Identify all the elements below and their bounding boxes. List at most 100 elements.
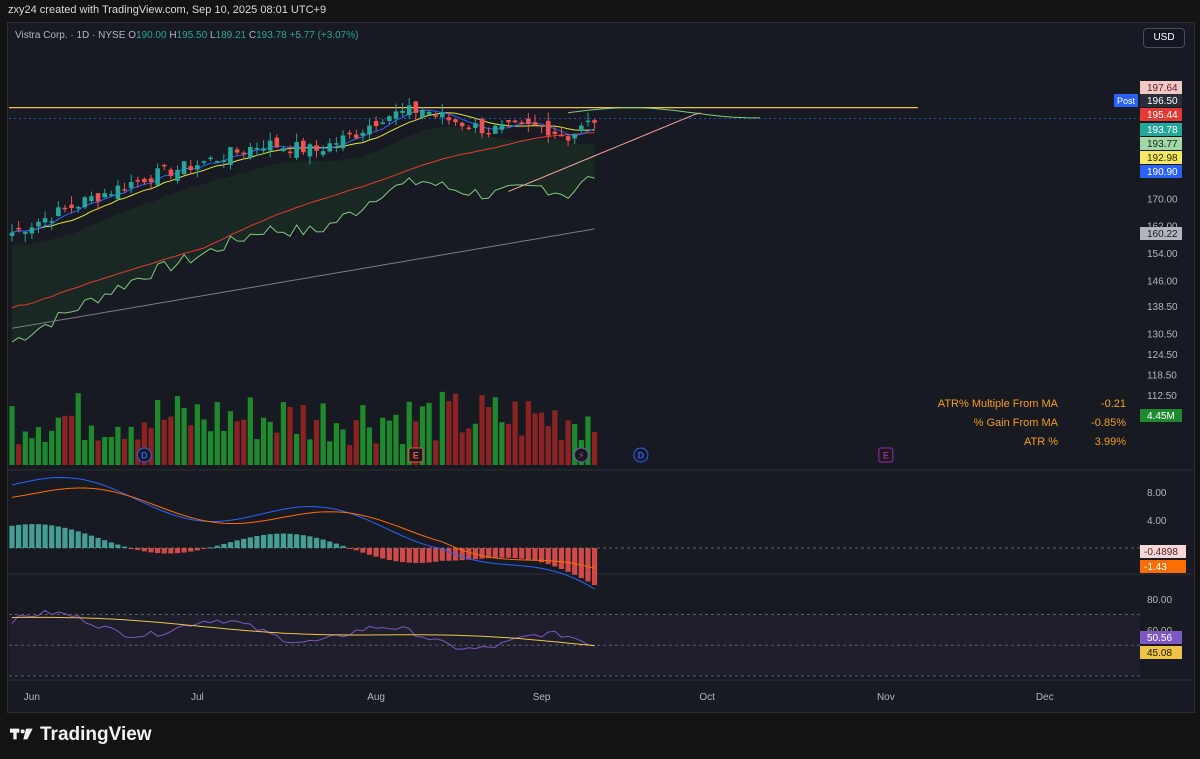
close-label: C <box>248 30 257 41</box>
split-marker <box>573 447 589 463</box>
candle-body <box>519 122 525 124</box>
candle-body <box>459 122 465 127</box>
volume-bar <box>532 413 538 465</box>
atr-label: ATR% Multiple From MA <box>937 398 1058 410</box>
volume-bar <box>102 437 108 465</box>
candle-body <box>565 136 571 141</box>
volume-bar <box>313 420 320 465</box>
change-value: +5.77 (+3.07%) <box>289 30 359 41</box>
x-axis-tick: Nov <box>877 692 895 703</box>
candle-body <box>175 169 180 181</box>
price-axis-tick: 112.50 <box>1147 391 1177 402</box>
chart-area[interactable] <box>7 22 1195 713</box>
macd-histogram-bar <box>512 548 518 559</box>
macd-histogram-bar <box>539 548 545 563</box>
volume-bar <box>201 419 207 465</box>
candle-body <box>82 197 88 208</box>
volume-bar <box>426 402 432 465</box>
candle-body <box>195 165 200 170</box>
candle-body <box>334 143 339 145</box>
volume-bar <box>558 439 565 465</box>
macd-histogram-bar <box>55 526 61 548</box>
event-marker-label: ⚡ <box>578 451 584 461</box>
candle-body <box>69 204 74 209</box>
low-value: 189.21 <box>215 30 247 41</box>
sma-gray-line <box>11 228 595 329</box>
macd-histogram-bar <box>492 548 498 558</box>
symbol-name: Vistra Corp. · 1D · NYSE <box>15 30 126 41</box>
macd-histogram-bar <box>505 548 512 558</box>
volume-bar <box>399 444 406 465</box>
macd-histogram-bar <box>62 527 68 548</box>
rsi-ma-line <box>11 616 595 647</box>
rsi-axis-tick: 80.00 <box>1147 595 1172 606</box>
rsi-label-bg <box>1140 631 1182 644</box>
candle-body <box>188 166 194 171</box>
macd-histogram-bar <box>578 548 584 579</box>
candle-body <box>214 160 220 163</box>
currency-button[interactable]: USD <box>1143 28 1185 48</box>
macd-histogram-bar <box>486 548 492 559</box>
earnings-marker <box>408 447 424 463</box>
candle-body <box>228 147 233 165</box>
macd-histogram-bar <box>148 548 154 553</box>
macd-histogram-bar <box>532 548 538 561</box>
candle-body <box>466 127 472 130</box>
macd-line <box>11 476 595 590</box>
volume-bar <box>525 401 531 465</box>
candle-body <box>400 110 405 113</box>
candle-body <box>545 120 551 136</box>
atr-label: % Gain From MA <box>973 417 1058 429</box>
macd-histogram-bar <box>29 524 35 548</box>
candle-body <box>393 111 399 119</box>
candle-body <box>340 135 346 149</box>
candle-body <box>29 227 35 234</box>
candle-body <box>486 132 491 135</box>
volume-bar <box>208 431 214 465</box>
candle-body <box>16 227 21 230</box>
volume-bar <box>227 411 234 465</box>
candle-body <box>320 151 326 155</box>
high-value: 195.50 <box>176 30 208 41</box>
macd-histogram-bar <box>307 536 313 548</box>
candle-body <box>327 143 333 152</box>
macd-label-bg <box>1140 545 1186 558</box>
candle-body <box>234 149 240 153</box>
volume-bar <box>29 438 35 465</box>
macd-histogram-bar <box>591 548 598 585</box>
atr-row: % Gain From MA -0.85% <box>940 417 1130 436</box>
macd-histogram-bar <box>82 533 88 548</box>
candle-body <box>248 147 253 158</box>
candle-body <box>36 221 41 227</box>
volume-bar <box>194 404 200 465</box>
price-label: 190.90 <box>1147 167 1178 178</box>
volume-bar <box>519 435 525 465</box>
candle-body <box>109 194 114 196</box>
volume-bar <box>260 417 267 465</box>
volume-bar <box>545 426 551 465</box>
candle-body <box>307 144 313 157</box>
macd-histogram-bar <box>552 548 558 567</box>
volume-bar <box>347 444 353 465</box>
signal-line <box>11 487 595 569</box>
macd-histogram-bar <box>426 548 432 563</box>
macd-histogram-bar <box>386 548 392 560</box>
volume-bar <box>466 428 472 465</box>
macd-histogram-bar <box>406 548 412 563</box>
macd-histogram-bar <box>320 539 326 548</box>
volume-bar <box>539 412 545 465</box>
volume-bar <box>446 401 452 465</box>
volume-bar <box>141 422 147 465</box>
candle-body <box>387 116 392 121</box>
macd-histogram-bar <box>313 537 320 548</box>
macd-histogram-bar <box>439 548 445 561</box>
macd-histogram-bar <box>49 525 55 548</box>
post-tag: Post <box>1117 96 1136 106</box>
x-axis-tick: Dec <box>1036 692 1054 703</box>
macd-histogram-bar <box>294 534 300 548</box>
macd-histogram-bar <box>366 548 373 555</box>
volume-bar <box>221 430 227 465</box>
macd-histogram-bar <box>373 548 379 557</box>
tradingview-logo[interactable]: TradingView <box>10 724 152 746</box>
